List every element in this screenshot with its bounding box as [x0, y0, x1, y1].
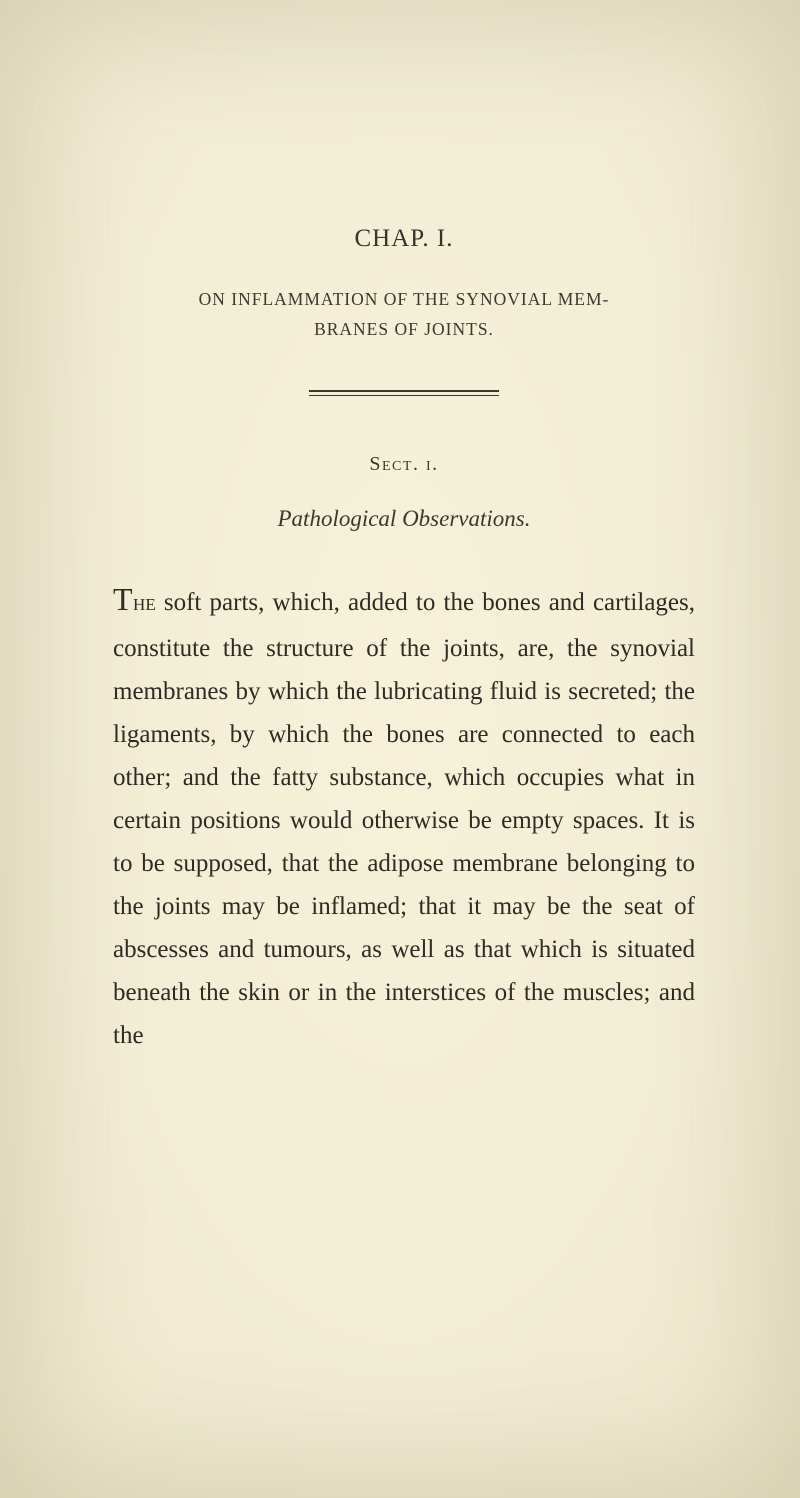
divider-rule-wrap [113, 383, 695, 401]
body-paragraph: The soft parts, which, added to the bone… [113, 572, 695, 1057]
subject-line-2: BRANES OF JOINTS. [314, 319, 494, 339]
dropcap-rest: he [133, 590, 156, 616]
page: CHAP. I. ON INFLAMMATION OF THE SYNOVIAL… [0, 0, 800, 1498]
body-run: soft parts, which, added to the bones an… [113, 589, 695, 1049]
subject-heading: ON INFLAMMATION OF THE SYNOVIAL MEM- BRA… [148, 285, 660, 345]
section-label: Sect. i. [369, 453, 438, 475]
observations-heading: Pathological Observations. [113, 506, 695, 532]
section-heading: Sect. i. [113, 453, 695, 476]
chapter-heading: CHAP. I. [113, 225, 695, 253]
divider-rule [309, 390, 499, 396]
dropcap: T [113, 581, 133, 617]
subject-line-1: ON INFLAMMATION OF THE SYNOVIAL MEM- [199, 289, 610, 309]
